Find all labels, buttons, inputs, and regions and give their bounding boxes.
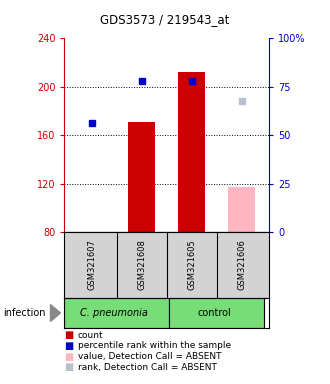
Text: GSM321608: GSM321608: [137, 240, 146, 290]
Text: rank, Detection Call = ABSENT: rank, Detection Call = ABSENT: [78, 363, 216, 372]
Bar: [228, 187, 255, 232]
Bar: [169, 298, 264, 328]
Text: ■: ■: [64, 341, 74, 351]
Text: GSM321606: GSM321606: [237, 240, 246, 290]
Bar: [178, 72, 205, 232]
Bar: [128, 122, 155, 232]
Text: count: count: [78, 331, 103, 340]
Text: C. pneumonia: C. pneumonia: [80, 308, 148, 318]
Bar: [64, 298, 169, 328]
Text: GSM321607: GSM321607: [87, 240, 96, 290]
Text: ■: ■: [64, 330, 74, 340]
Text: percentile rank within the sample: percentile rank within the sample: [78, 341, 231, 351]
Text: control: control: [197, 308, 231, 318]
Text: GSM321605: GSM321605: [187, 240, 196, 290]
Text: value, Detection Call = ABSENT: value, Detection Call = ABSENT: [78, 352, 221, 361]
Text: infection: infection: [3, 308, 46, 318]
Text: GDS3573 / 219543_at: GDS3573 / 219543_at: [100, 13, 230, 26]
Text: ■: ■: [64, 362, 74, 372]
Text: ■: ■: [64, 352, 74, 362]
